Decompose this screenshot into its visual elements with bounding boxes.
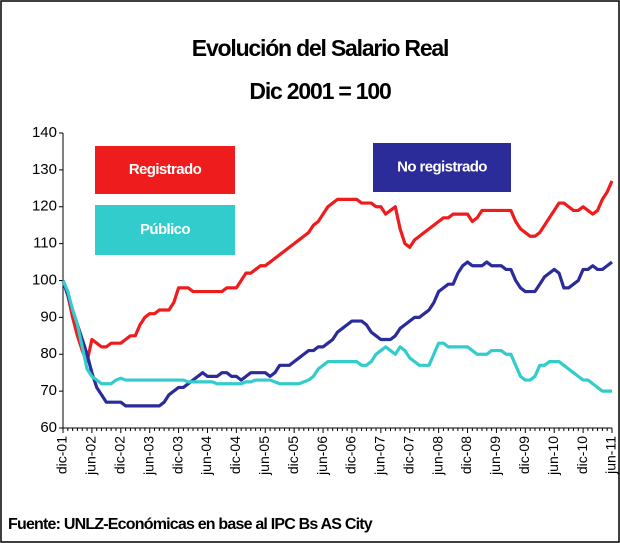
legend-box: [95, 205, 235, 255]
y-tick-label: 70: [40, 382, 57, 399]
y-tick-label: 140: [32, 124, 57, 141]
x-tick-label: jun-09: [487, 436, 503, 476]
series-line: [61, 180, 614, 364]
x-tick-label: jun-03: [140, 436, 156, 476]
x-tick-label: jun-11: [603, 436, 619, 475]
x-tick-label: jun-06: [314, 436, 330, 476]
x-tick-label: dic-06: [343, 436, 359, 474]
x-tick-label: jun-10: [545, 436, 561, 476]
x-tick-label: jun-07: [372, 436, 388, 476]
chart-title: Evolución del Salario Real: [192, 35, 448, 61]
x-tick-label: dic-01: [54, 436, 70, 474]
x-tick-label: dic-08: [458, 436, 474, 474]
x-tick-label: jun-08: [429, 436, 445, 476]
x-tick-label: dic-03: [169, 436, 185, 474]
legend-label: Público: [140, 221, 190, 238]
x-tick-label: jun-02: [83, 436, 99, 476]
x-tick-label: dic-05: [285, 436, 301, 474]
legend-box: [95, 146, 235, 194]
y-tick-label: 110: [33, 235, 57, 252]
x-tick-label: dic-04: [227, 436, 243, 474]
y-tick-label: 90: [40, 308, 57, 325]
y-tick-label: 130: [32, 161, 57, 178]
x-tick-label: jun-04: [198, 436, 214, 476]
x-tick-label: jun-05: [256, 436, 272, 476]
x-tick-label: dic-02: [111, 436, 127, 474]
legend-box: [373, 143, 511, 192]
chart-subtitle: Dic 2001 = 100: [249, 78, 391, 104]
x-tick-label: dic-09: [516, 436, 532, 474]
legend-label: No registrado: [397, 158, 487, 175]
series-line: [61, 279, 612, 393]
y-tick-label: 100: [32, 271, 57, 288]
x-tick-label: dic-10: [574, 436, 590, 474]
x-tick-label: dic-07: [400, 436, 416, 474]
y-tick-label: 80: [40, 345, 57, 362]
series-line: [61, 260, 613, 408]
source: Fuente: UNLZ-Económicas en base al IPC B…: [8, 516, 373, 533]
y-tick-label: 60: [40, 419, 57, 436]
legend-label: Registrado: [129, 161, 202, 178]
y-tick-label: 120: [32, 198, 57, 215]
